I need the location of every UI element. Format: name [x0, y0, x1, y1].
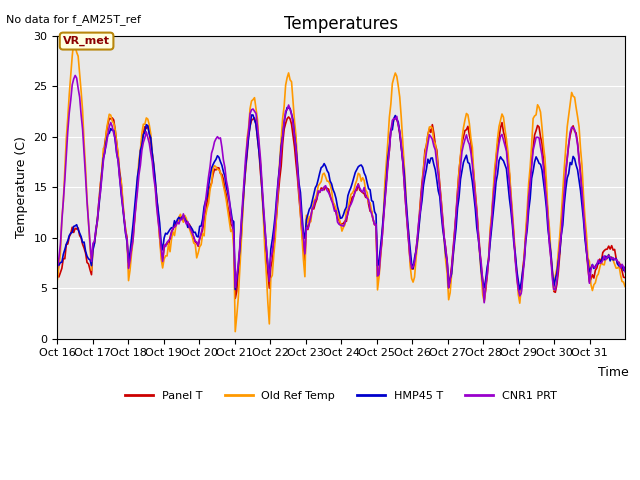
HMP45 T — [54, 262, 61, 267]
Old Ref Temp — [620, 279, 627, 285]
Line: CNR1 PRT: CNR1 PRT — [58, 75, 625, 303]
Old Ref Temp — [74, 53, 82, 59]
Old Ref Temp — [348, 190, 356, 196]
Panel T — [73, 226, 81, 232]
CNR1 PRT — [74, 85, 82, 91]
Old Ref Temp — [621, 284, 629, 289]
Legend: Panel T, Old Ref Temp, HMP45 T, CNR1 PRT: Panel T, Old Ref Temp, HMP45 T, CNR1 PRT — [121, 387, 561, 406]
Old Ref Temp — [461, 117, 468, 123]
Panel T — [481, 298, 488, 303]
Panel T — [620, 275, 627, 280]
HMP45 T — [545, 239, 553, 244]
Old Ref Temp — [92, 229, 100, 235]
Title: Temperatures: Temperatures — [284, 15, 398, 33]
CNR1 PRT — [71, 72, 79, 78]
HMP45 T — [91, 240, 99, 246]
Panel T — [545, 237, 553, 242]
Panel T — [285, 114, 292, 120]
Text: VR_met: VR_met — [63, 36, 110, 46]
Panel T — [621, 275, 629, 280]
HMP45 T — [621, 264, 629, 270]
HMP45 T — [516, 287, 524, 293]
Line: Panel T: Panel T — [58, 117, 625, 300]
Old Ref Temp — [545, 226, 553, 231]
CNR1 PRT — [460, 142, 467, 148]
HMP45 T — [73, 222, 81, 228]
Panel T — [91, 240, 99, 246]
X-axis label: Time: Time — [598, 366, 629, 379]
Panel T — [460, 134, 467, 140]
CNR1 PRT — [481, 300, 488, 306]
CNR1 PRT — [545, 242, 553, 248]
CNR1 PRT — [54, 265, 61, 271]
CNR1 PRT — [620, 264, 627, 270]
Old Ref Temp — [70, 39, 77, 45]
Text: No data for f_AM25T_ref: No data for f_AM25T_ref — [6, 14, 141, 25]
Panel T — [54, 272, 61, 278]
Line: Old Ref Temp: Old Ref Temp — [58, 42, 625, 332]
HMP45 T — [460, 159, 467, 165]
Y-axis label: Temperature (C): Temperature (C) — [15, 136, 28, 238]
CNR1 PRT — [92, 226, 100, 231]
CNR1 PRT — [621, 269, 629, 275]
Line: HMP45 T: HMP45 T — [58, 108, 625, 290]
HMP45 T — [620, 268, 627, 274]
Old Ref Temp — [232, 329, 239, 335]
HMP45 T — [347, 185, 355, 191]
HMP45 T — [284, 105, 291, 110]
CNR1 PRT — [347, 202, 355, 207]
Old Ref Temp — [54, 276, 61, 282]
Panel T — [347, 199, 355, 205]
